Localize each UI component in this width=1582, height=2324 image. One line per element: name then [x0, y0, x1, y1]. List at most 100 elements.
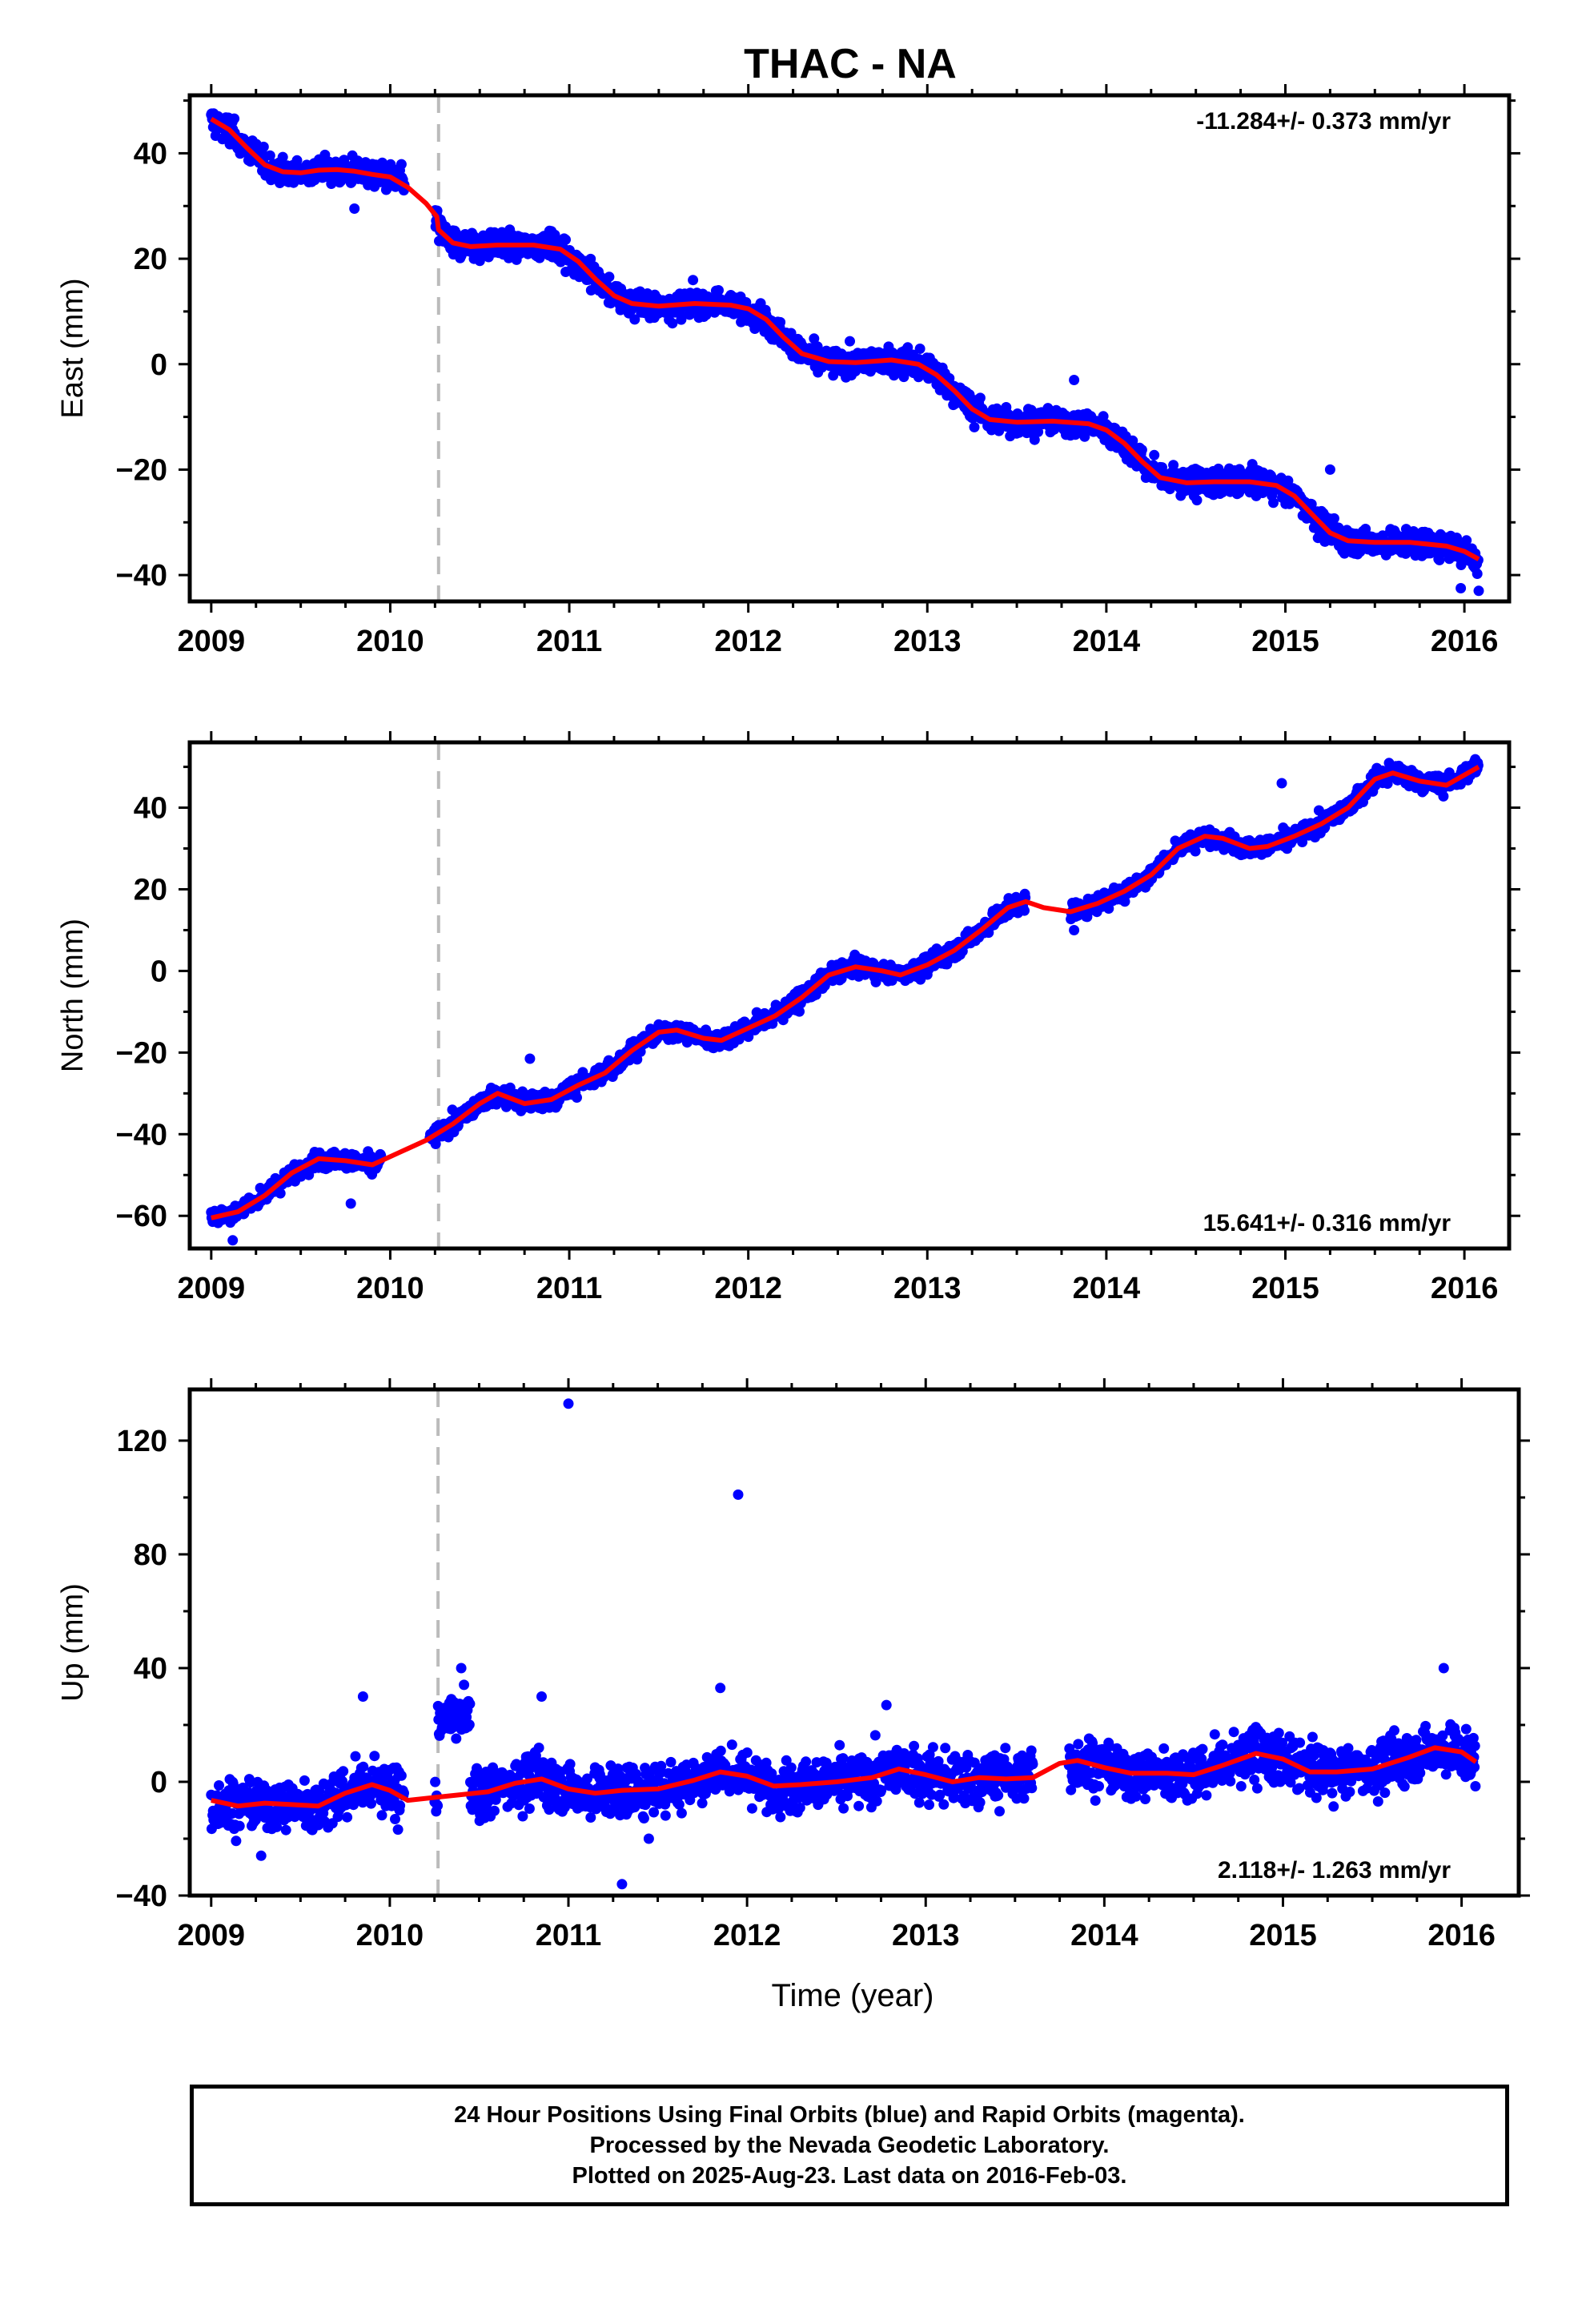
data-point: [1098, 411, 1109, 422]
data-point: [451, 1733, 462, 1744]
outlier-point: [349, 203, 360, 214]
data-point: [1461, 535, 1472, 546]
x-axis: 2009 2010 2011 2012 2013 2014 2015 2016: [178, 84, 1499, 658]
y-axis-label: North (mm): [56, 919, 90, 1072]
data-point: [688, 275, 699, 286]
x-tick-label: 2013: [893, 625, 962, 658]
data-point: [227, 1778, 239, 1789]
data-point: [1127, 435, 1138, 446]
data-point: [264, 150, 275, 161]
data-point: [430, 1776, 441, 1787]
plot-area: [206, 1389, 1481, 1896]
data-point: [604, 271, 615, 283]
x-tick-label: 2016: [1431, 625, 1499, 658]
data-point: [342, 1811, 353, 1823]
data-point: [358, 1761, 369, 1772]
outlier-point: [524, 1053, 536, 1064]
data-point: [369, 1751, 380, 1762]
data-point: [488, 1762, 499, 1773]
data-point: [1190, 846, 1201, 857]
rate-label: 15.641+/- 0.316 mm/yr: [1203, 1210, 1452, 1236]
x-axis: 2009 2010 2011 2012 2013 2014 2015 2016: [178, 731, 1498, 1305]
outlier-point: [1276, 778, 1287, 789]
data-point: [277, 151, 288, 163]
data-point: [258, 141, 269, 152]
data-point: [396, 1770, 407, 1781]
data-point: [432, 1800, 444, 1811]
y-tick-label: 20: [134, 243, 167, 276]
x-tick-label: 2010: [356, 1272, 424, 1305]
data-point: [676, 314, 687, 325]
data-point: [366, 1798, 376, 1809]
outlier-point: [227, 1235, 239, 1246]
y-tick-label: −20: [116, 1036, 167, 1070]
panel-1: 2009 2010 2011 2012 2013 2014 2015 2016−40−2002…: [56, 84, 1520, 658]
outlier-point: [1324, 464, 1335, 475]
data-point: [1306, 499, 1317, 509]
data-point: [1438, 790, 1449, 802]
data-point: [234, 1820, 245, 1831]
panel-2: 2009 2010 2011 2012 2013 2014 2015 2016−60−40−2…: [56, 731, 1520, 1305]
data-point: [1019, 905, 1030, 916]
fit-curve: [211, 764, 1480, 1220]
data-point: [1328, 513, 1339, 524]
outlier-point: [1473, 585, 1484, 597]
x-tick-label: 2015: [1251, 1272, 1319, 1305]
y-tick-label: −40: [116, 559, 167, 593]
data-point: [560, 234, 571, 245]
data-point: [326, 179, 337, 189]
data-point: [629, 314, 640, 325]
outlier-point: [1069, 925, 1080, 935]
data-point: [1268, 497, 1279, 509]
data-point: [489, 1805, 500, 1816]
rate-label: -11.284+/- 0.373 mm/yr: [1196, 108, 1451, 135]
outlier-point: [1456, 583, 1467, 593]
data-point: [459, 1679, 470, 1691]
x-tick-label: 2010: [356, 625, 424, 658]
outlier-point: [345, 1198, 356, 1209]
data-point: [390, 1814, 400, 1824]
data-point: [1136, 444, 1147, 456]
data-point: [229, 113, 240, 124]
data-point: [572, 1092, 582, 1103]
plot-area: [206, 95, 1484, 601]
data-point: [396, 159, 407, 170]
y-tick-label: 0: [151, 348, 167, 382]
data-point: [464, 1719, 475, 1731]
y-tick-label: 20: [134, 873, 167, 907]
data-point: [1168, 460, 1179, 471]
y-axis-label: East (mm): [56, 278, 90, 418]
x-tick-label: 2013: [893, 1272, 962, 1305]
x-tick-label: 2014: [1073, 625, 1141, 658]
y-tick-label: −40: [116, 1118, 167, 1152]
y-tick-label: 0: [151, 955, 167, 988]
y-tick-label: −60: [116, 1200, 167, 1233]
x-tick-label: 2011: [536, 1272, 602, 1305]
x-tick-label: 2009: [178, 625, 246, 658]
data-point: [667, 318, 678, 329]
data-point: [338, 1766, 349, 1777]
plot-area: [206, 742, 1484, 1248]
data-point: [392, 1824, 404, 1835]
data-point: [713, 285, 724, 296]
data-point: [1029, 434, 1040, 445]
data-point: [845, 336, 855, 347]
data-point: [376, 1810, 387, 1821]
data-point: [914, 344, 926, 354]
data-point: [231, 1835, 242, 1847]
data-point: [350, 1751, 361, 1762]
data-point: [1191, 495, 1203, 506]
y-tick-label: −20: [116, 453, 167, 487]
data-point: [1033, 426, 1044, 437]
data-point: [1103, 903, 1114, 914]
data-point: [870, 976, 881, 987]
y-tick-label: 40: [134, 137, 167, 171]
data-point: [464, 1699, 476, 1710]
data-point: [1452, 533, 1462, 543]
data-point: [969, 421, 980, 432]
x-tick-label: 2009: [178, 1272, 246, 1305]
plot-frame: [187, 740, 1512, 1251]
data-point: [275, 1188, 286, 1199]
data-point: [902, 342, 913, 353]
